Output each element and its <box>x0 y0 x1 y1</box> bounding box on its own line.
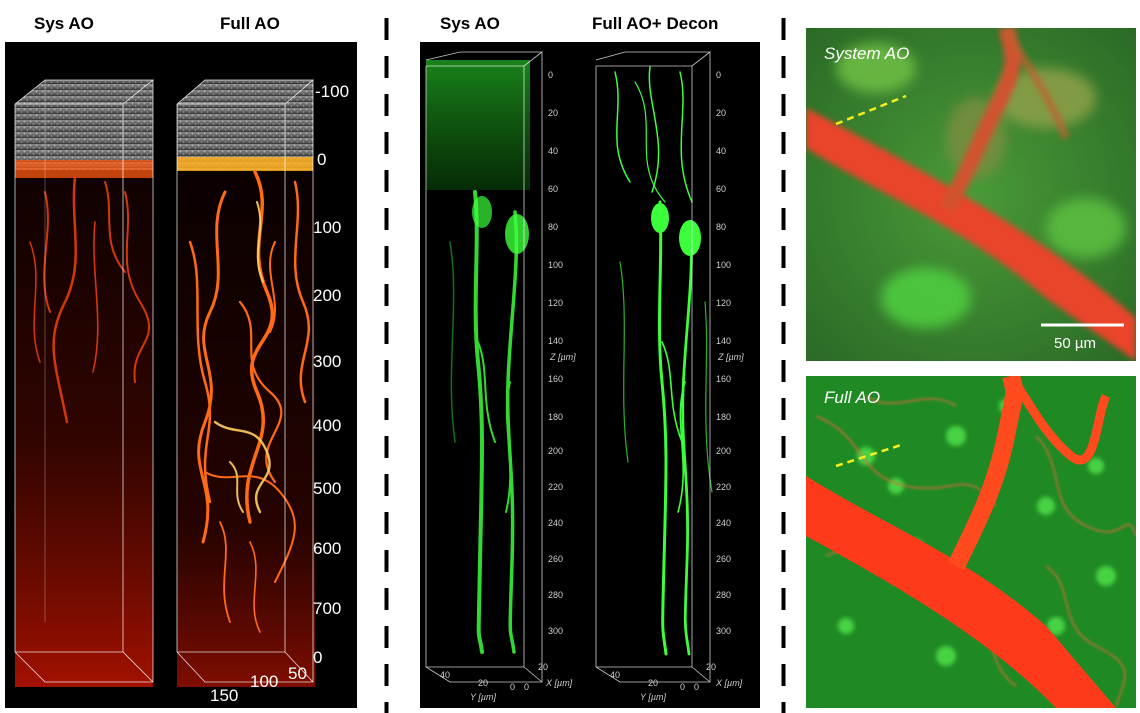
system-ao-label: System AO <box>824 44 910 63</box>
y-tick: 40 <box>440 670 451 680</box>
depth-tick: 300 <box>313 352 342 371</box>
header-full-ao-decon: Full AO+ Decon <box>592 14 719 33</box>
z-tick: 80 <box>716 222 727 232</box>
lateral-tick: 150 <box>210 686 239 705</box>
vessel-volume-panel: -100 0 100 200 300 400 500 600 700 0 150… <box>5 42 357 708</box>
z-tick: 20 <box>548 108 559 118</box>
z-axis-unit: Z [µm] <box>550 352 576 362</box>
z-tick: 100 <box>548 260 564 270</box>
z-tick: 300 <box>716 626 732 636</box>
z-tick: 40 <box>716 146 727 156</box>
depth-tick: 100 <box>313 218 342 237</box>
z-tick: 60 <box>548 184 559 194</box>
header-full-ao-left: Full AO <box>220 14 280 33</box>
depth-tick: 0 <box>313 648 323 667</box>
panel-divider-left <box>384 18 389 713</box>
full-ao-image <box>806 376 1136 708</box>
z-tick: 260 <box>716 554 732 564</box>
z-tick: 60 <box>716 184 727 194</box>
z-tick: 140 <box>548 336 564 346</box>
x-axis-unit: X [µm] <box>546 678 573 688</box>
z-tick: 160 <box>716 374 732 384</box>
depth-tick: 600 <box>313 539 342 558</box>
z-tick: 40 <box>548 146 559 156</box>
neuron-volume-render <box>425 51 713 683</box>
y-axis-unit: Y [µm] <box>470 692 497 702</box>
depth-tick: 200 <box>313 286 342 305</box>
y-tick: 20 <box>478 678 489 688</box>
y-tick: 40 <box>610 670 621 680</box>
depth-tick: 0 <box>317 150 327 169</box>
z-tick: 180 <box>548 412 564 422</box>
z-tick: 140 <box>716 336 732 346</box>
neuron-volume-panel: 0 20 40 60 80 100 120 140 Z [µm] 160 180… <box>420 42 760 708</box>
system-ao-photo: System AO 50 µm <box>806 28 1136 361</box>
x-tick: 20 <box>538 662 549 672</box>
z-tick: 120 <box>716 298 732 308</box>
lateral-tick: 50 <box>288 664 307 683</box>
full-ao-photo: Full AO <box>806 376 1136 708</box>
z-tick: 300 <box>548 626 564 636</box>
sys-ao-neuron-volume <box>425 51 544 683</box>
x-tick: 20 <box>706 662 717 672</box>
depth-tick: -100 <box>315 82 350 101</box>
z-tick: 0 <box>548 70 554 80</box>
full-ao-label: Full AO <box>824 388 881 407</box>
z-tick: 200 <box>548 446 564 456</box>
z-axis-unit: Z [µm] <box>718 352 744 362</box>
scale-bar-label: 50 µm <box>1054 335 1096 352</box>
header-sys-ao-mid: Sys AO <box>440 14 500 33</box>
lateral-tick: 100 <box>250 672 279 691</box>
z-tick: 100 <box>716 260 732 270</box>
z-tick: 240 <box>716 518 732 528</box>
y-axis-unit: Y [µm] <box>640 692 667 702</box>
x-tick: 0 <box>524 682 530 692</box>
z-tick: 220 <box>716 482 732 492</box>
full-ao-decon-neuron-volume <box>595 51 713 683</box>
z-tick: 240 <box>548 518 564 528</box>
y-tick: 20 <box>648 678 659 688</box>
full-ao-vessel-volume <box>176 79 315 687</box>
depth-tick: 700 <box>313 599 342 618</box>
z-tick: 20 <box>716 108 727 118</box>
z-tick: 280 <box>716 590 732 600</box>
z-tick: 160 <box>548 374 564 384</box>
x-axis-unit: X [µm] <box>716 678 743 688</box>
panel-divider-right <box>781 18 786 713</box>
line-profile-marker <box>835 94 907 126</box>
z-tick: 200 <box>716 446 732 456</box>
y-tick: 0 <box>680 682 686 692</box>
z-tick: 0 <box>716 70 722 80</box>
z-tick: 80 <box>548 222 559 232</box>
sys-ao-vessel-volume <box>14 79 155 687</box>
z-tick: 220 <box>548 482 564 492</box>
y-tick: 0 <box>510 682 516 692</box>
x-tick: 0 <box>694 682 700 692</box>
depth-tick: 500 <box>313 479 342 498</box>
z-tick: 280 <box>548 590 564 600</box>
system-ao-image <box>806 28 1136 361</box>
header-sys-ao-left: Sys AO <box>34 14 94 33</box>
depth-tick: 400 <box>313 416 342 435</box>
z-tick: 260 <box>548 554 564 564</box>
z-tick: 120 <box>548 298 564 308</box>
z-tick: 180 <box>716 412 732 422</box>
vessel-volume-render <box>14 79 315 687</box>
